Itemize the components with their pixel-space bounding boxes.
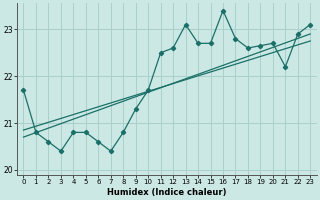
X-axis label: Humidex (Indice chaleur): Humidex (Indice chaleur) bbox=[107, 188, 227, 197]
